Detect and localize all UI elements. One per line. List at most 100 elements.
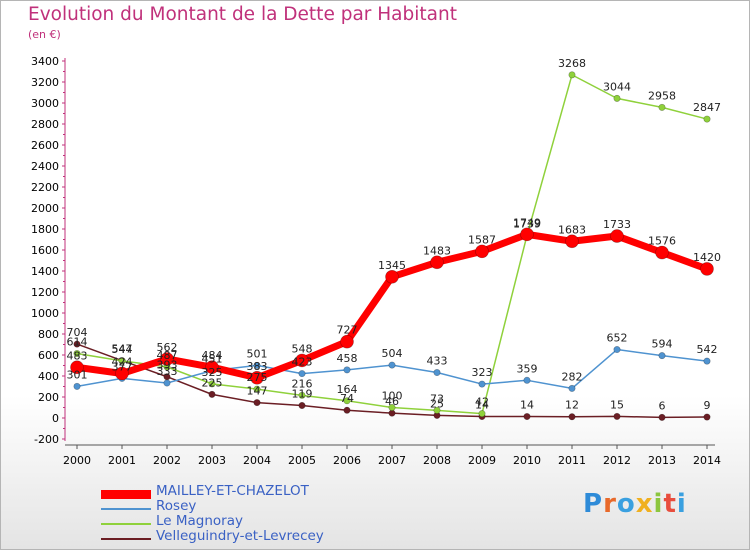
y-tick-label: 800 bbox=[38, 328, 59, 341]
data-label: 1587 bbox=[468, 233, 496, 246]
y-tick-label: 1400 bbox=[31, 265, 59, 278]
data-point bbox=[523, 413, 531, 421]
data-point bbox=[568, 71, 576, 79]
data-label: 423 bbox=[292, 356, 313, 369]
data-label: 594 bbox=[652, 338, 673, 351]
data-label: 323 bbox=[472, 366, 493, 379]
data-label: 1420 bbox=[693, 251, 721, 264]
y-tick-label: 1800 bbox=[31, 223, 59, 236]
legend-swatch bbox=[101, 508, 151, 510]
data-point bbox=[655, 245, 669, 260]
data-label: 333 bbox=[157, 365, 178, 378]
x-tick-label: 2008 bbox=[423, 454, 451, 467]
chart-title: Evolution du Montant de la Dette par Hab… bbox=[28, 4, 457, 25]
data-label: 501 bbox=[247, 347, 268, 360]
logo-letter: t bbox=[663, 489, 677, 519]
y-tick-label: 2800 bbox=[31, 118, 59, 131]
data-point bbox=[115, 366, 129, 381]
data-label: 614 bbox=[67, 336, 88, 349]
logo-letter: i bbox=[653, 489, 664, 519]
data-label: 704 bbox=[67, 326, 88, 339]
data-point bbox=[388, 403, 396, 411]
data-label: 74 bbox=[340, 392, 354, 405]
y-tick-label: 400 bbox=[38, 370, 59, 383]
data-label: 15 bbox=[610, 398, 624, 411]
y-tick-label: 1200 bbox=[31, 286, 59, 299]
data-point bbox=[658, 352, 666, 360]
axes bbox=[62, 58, 715, 449]
data-point bbox=[658, 103, 666, 111]
data-point bbox=[298, 370, 306, 378]
data-point bbox=[703, 357, 711, 365]
data-point bbox=[73, 382, 81, 390]
proxiti-logo: Proxiti bbox=[583, 489, 687, 519]
data-point bbox=[475, 244, 489, 259]
data-label: 562 bbox=[157, 341, 178, 354]
x-tick-label: 2002 bbox=[153, 454, 181, 467]
legend-label: Velleguindry-et-Levrecey bbox=[156, 528, 324, 544]
data-label: 14 bbox=[475, 399, 489, 412]
legend-label: Le Magnoray bbox=[156, 513, 243, 529]
data-label: 14 bbox=[520, 399, 534, 412]
data-point bbox=[73, 340, 81, 348]
x-tick-label: 2006 bbox=[333, 454, 361, 467]
data-point bbox=[610, 229, 624, 243]
data-label: 484 bbox=[202, 349, 223, 362]
x-tick-labels: 2000 2001 2002 2003 2004 2005 2006 2007 2008 2009… bbox=[63, 454, 721, 467]
data-label: 2958 bbox=[648, 89, 676, 102]
data-label: 225 bbox=[202, 376, 223, 389]
data-label: 147 bbox=[247, 385, 268, 398]
data-point bbox=[160, 352, 174, 366]
y-tick-label: 0 bbox=[52, 412, 59, 425]
x-tick-label: 2007 bbox=[378, 454, 406, 467]
data-label: 216 bbox=[292, 377, 313, 390]
data-label: 9 bbox=[704, 399, 711, 412]
data-point bbox=[520, 227, 534, 242]
data-label: 652 bbox=[607, 332, 628, 345]
legend-swatch bbox=[101, 523, 151, 525]
data-point bbox=[73, 350, 81, 358]
y-tick-label: 1000 bbox=[31, 307, 59, 320]
y-tick-label: 2600 bbox=[31, 139, 59, 152]
data-label: 547 bbox=[112, 343, 133, 356]
y-tick-label: 200 bbox=[38, 391, 59, 404]
data-label: 542 bbox=[697, 343, 718, 356]
x-tick-label: 2004 bbox=[243, 454, 271, 467]
data-point bbox=[250, 370, 264, 385]
data-label: 458 bbox=[337, 352, 358, 365]
data-label: 393 bbox=[157, 359, 178, 372]
x-tick-label: 2012 bbox=[603, 454, 631, 467]
data-point bbox=[613, 94, 621, 102]
data-point bbox=[703, 413, 711, 421]
data-label: 727 bbox=[337, 324, 358, 337]
data-point bbox=[340, 334, 354, 349]
data-label: 275 bbox=[247, 371, 268, 384]
data-label: 359 bbox=[517, 362, 538, 375]
data-point bbox=[343, 397, 351, 405]
data-point bbox=[253, 361, 261, 369]
x-tick-label: 2005 bbox=[288, 454, 316, 467]
data-point bbox=[433, 406, 441, 414]
data-point bbox=[343, 366, 351, 374]
data-label: 119 bbox=[292, 388, 313, 401]
data-label: 282 bbox=[562, 370, 583, 383]
data-label: 1683 bbox=[558, 223, 586, 236]
chart-subtitle: (en €) bbox=[28, 28, 61, 41]
y-tick-label: 3200 bbox=[31, 76, 59, 89]
data-label: 301 bbox=[67, 368, 88, 381]
data-point bbox=[613, 346, 621, 354]
data-label: 504 bbox=[382, 347, 403, 360]
data-label: 383 bbox=[247, 360, 268, 373]
logo-letter: P bbox=[583, 489, 604, 519]
y-tick-labels: -200 0 200 400 600 800 1000 1200 1400 1600 1800 200… bbox=[31, 55, 59, 446]
data-label: 424 bbox=[112, 355, 133, 368]
data-label: 12 bbox=[565, 399, 579, 412]
data-label: 164 bbox=[337, 383, 358, 396]
data-point bbox=[658, 413, 666, 421]
x-tick-label: 2013 bbox=[648, 454, 676, 467]
data-label: 451 bbox=[202, 353, 223, 366]
logo-letter: r bbox=[603, 489, 617, 519]
data-label: 73 bbox=[430, 392, 444, 405]
y-tick-label: 1600 bbox=[31, 244, 59, 257]
